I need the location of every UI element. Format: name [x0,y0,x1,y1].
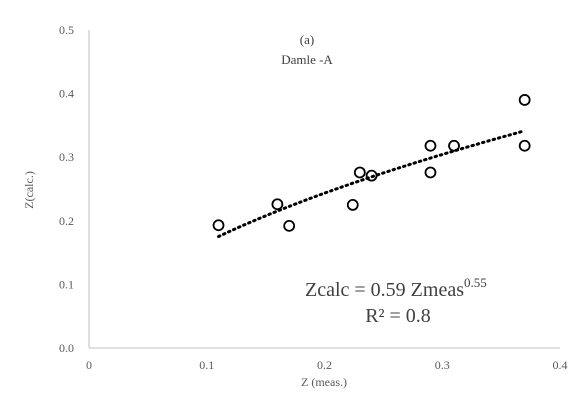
tick-labels: 0.0 0.1 0.2 0.3 0.4 0.5 0 0.1 0.2 0.3 0.4 [59,23,568,372]
data-point [518,94,531,106]
trendline [217,129,527,239]
trendline-equation: Zcalc = 0.59 Zmeas0.55 [305,275,487,301]
y-tick-label: 0.0 [59,341,74,355]
data-point [212,219,225,232]
y-tick-label: 0.2 [59,214,74,228]
y-tick-label: 0.1 [59,277,74,291]
trendline-group [217,129,527,239]
axes [88,30,560,349]
y-axis-title: Z(calc.) [22,171,36,209]
x-tick-label: 0 [86,358,92,372]
data-points [212,94,531,232]
data-point [346,198,359,211]
data-point [518,139,531,152]
equation-text: Zcalc = 0.59 Zmeas [305,279,464,301]
dataset-label: Damle -A [281,52,333,67]
data-point [448,139,460,152]
data-point [271,198,284,211]
data-point [353,166,366,179]
data-point [365,169,378,182]
panel-label: (a) [300,32,314,47]
y-tick-label: 0.4 [59,87,74,101]
data-point [424,139,437,152]
x-tick-label: 0.1 [199,358,214,372]
x-tick-label: 0.3 [435,358,450,372]
x-axis-title: Z (meas.) [301,375,347,389]
x-tick-label: 0.2 [317,358,332,372]
equation-exponent: 0.55 [464,275,487,290]
data-point [283,219,296,232]
y-tick-label: 0.5 [59,23,74,37]
x-tick-label: 0.4 [553,358,568,372]
data-point [424,166,437,179]
r-squared-label: R² = 0.8 [365,305,431,327]
y-tick-label: 0.3 [59,150,74,164]
